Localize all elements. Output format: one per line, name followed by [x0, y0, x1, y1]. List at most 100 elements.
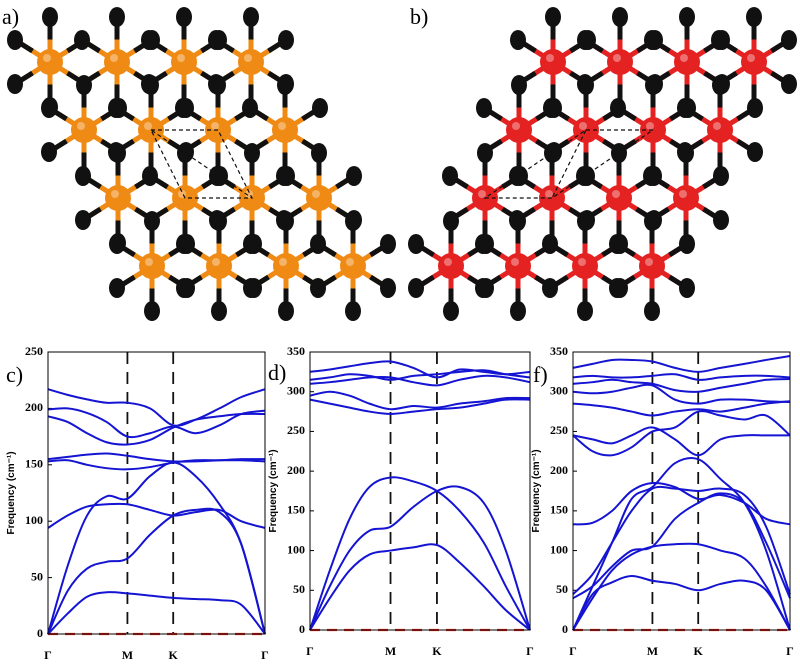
band — [572, 354, 791, 373]
atom-x — [276, 210, 292, 230]
y-tick-label: 200 — [550, 463, 568, 477]
atom-x — [408, 234, 424, 254]
atom-x — [712, 75, 728, 95]
panel-label: d) — [268, 360, 286, 385]
atom-m — [539, 185, 565, 211]
atom-m — [540, 49, 566, 75]
atom-shine — [211, 122, 219, 130]
atom-x — [511, 75, 527, 95]
atom-shine — [578, 258, 586, 266]
atom-shine — [613, 54, 621, 62]
x-tick-label: Γ — [261, 648, 269, 662]
atom-shine — [646, 122, 654, 130]
y-tick-label: 100 — [25, 513, 43, 527]
x-tick-label: M — [122, 648, 133, 662]
atom-shine — [545, 190, 553, 198]
atom-m — [606, 185, 632, 211]
band — [309, 485, 531, 631]
atom-x — [577, 211, 593, 231]
atom-m — [673, 185, 699, 211]
atom-x — [477, 143, 493, 163]
atom-x — [208, 30, 224, 50]
atom-x — [781, 74, 797, 94]
atom-x — [7, 30, 23, 50]
atom-x — [408, 278, 424, 298]
atom-shine — [713, 122, 721, 130]
atom-m — [639, 253, 665, 279]
y-tick-label: 350 — [550, 344, 568, 358]
atom-x — [177, 143, 193, 163]
band — [572, 378, 791, 393]
atom-shine — [244, 54, 252, 62]
atom-x — [476, 98, 492, 118]
atom-m — [272, 117, 298, 143]
band — [309, 476, 531, 631]
band — [309, 374, 531, 387]
atom-x — [246, 234, 262, 254]
atom-x — [478, 234, 494, 254]
atom-x — [546, 98, 562, 118]
atom-shine — [679, 190, 687, 198]
x-tick-label: Γ — [569, 644, 577, 658]
atom-x — [211, 301, 227, 321]
atom-x — [75, 210, 91, 230]
y-tick-label: 50 — [556, 582, 568, 596]
atom-x — [679, 234, 695, 254]
panel-label: a) — [2, 4, 19, 29]
y-tick-label: 50 — [293, 582, 305, 596]
atom-shine — [279, 258, 287, 266]
plot-frame — [47, 351, 266, 635]
atom-x — [76, 75, 92, 95]
atom-x — [176, 7, 192, 27]
band — [47, 502, 266, 529]
panel-label: c) — [6, 362, 23, 387]
atom-shine — [579, 122, 587, 130]
atom-m — [139, 253, 165, 279]
band — [47, 461, 266, 635]
band — [47, 452, 266, 463]
atom-x — [746, 7, 762, 27]
atom-x — [179, 234, 195, 254]
atom-x — [644, 301, 660, 321]
atom-x — [178, 98, 194, 118]
atom-x — [577, 301, 593, 321]
atom-x — [277, 75, 293, 95]
atom-x — [242, 98, 258, 118]
x-tick-label: K — [169, 648, 179, 662]
atom-x — [542, 278, 558, 298]
x-tick-label: K — [432, 644, 442, 658]
atom-m — [741, 49, 767, 75]
y-tick-label: 0 — [37, 626, 43, 640]
atom-x — [509, 210, 525, 230]
atom-x — [679, 7, 695, 27]
atom-x — [747, 98, 763, 118]
atom-m — [506, 117, 532, 143]
atom-x — [443, 301, 459, 321]
atom-x — [7, 74, 23, 94]
atom-m — [273, 253, 299, 279]
unit-cell — [149, 128, 253, 199]
band — [309, 390, 531, 411]
atom-x — [646, 166, 662, 186]
atom-x — [208, 74, 224, 94]
atom-shine — [512, 122, 520, 130]
band — [47, 459, 266, 471]
atom-m — [438, 253, 464, 279]
atom-m — [104, 49, 130, 75]
y-tick-label: 100 — [287, 542, 305, 556]
band — [47, 407, 266, 439]
atom-shine — [43, 54, 51, 62]
band — [572, 481, 791, 526]
atom-shine — [312, 190, 320, 198]
atom-m — [340, 253, 366, 279]
y-tick-label: 250 — [287, 423, 305, 437]
atom-x — [577, 74, 593, 94]
y-tick-label: 300 — [550, 383, 568, 397]
y-tick-label: 250 — [550, 423, 568, 437]
atom-m — [707, 117, 733, 143]
atom-x — [310, 278, 326, 298]
atom-x — [109, 234, 125, 254]
atom-x — [677, 98, 693, 118]
y-tick-label: 50 — [31, 569, 43, 583]
